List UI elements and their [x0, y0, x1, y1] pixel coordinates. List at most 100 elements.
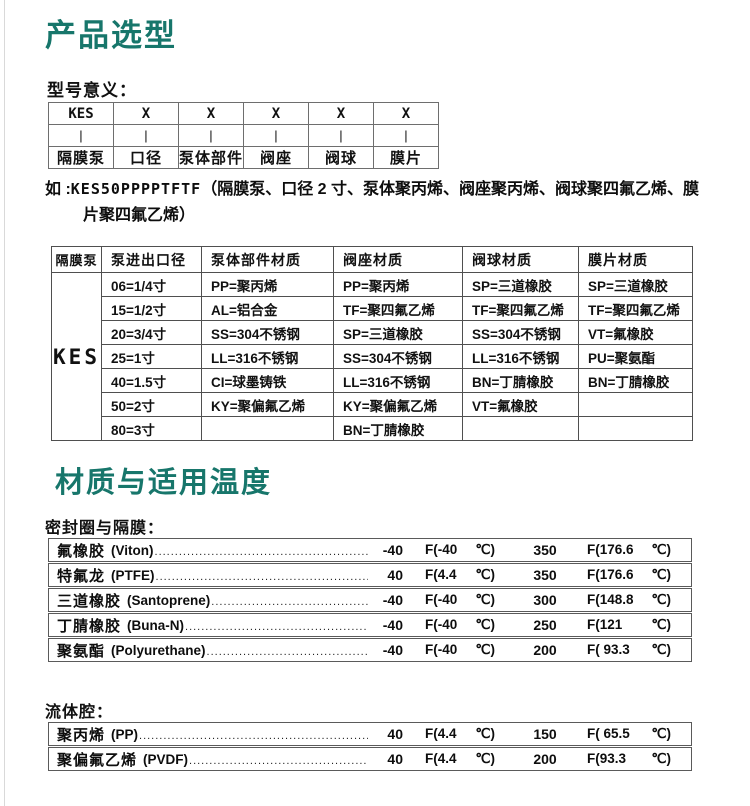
- low-temp-f: -40: [382, 542, 403, 558]
- low-temp-f: 40: [387, 567, 403, 583]
- high-temp-f: 150: [533, 726, 557, 742]
- material-name-zh: 氟橡胶: [57, 542, 106, 560]
- table-row: 丁腈橡胶 (Buna-N) ..........................…: [48, 613, 692, 637]
- celsius-unit: ℃): [475, 567, 495, 582]
- header-body-material: 泵体部件材质: [201, 246, 334, 273]
- ball-cell: [462, 416, 579, 441]
- selection-table: 隔膜泵 泵进出口径 泵体部件材质 阀座材质 阀球材质 膜片材质 KES 06=1…: [51, 246, 693, 441]
- seat-cell: SP=三道橡胶: [333, 320, 463, 345]
- celsius-unit: ℃): [651, 642, 671, 657]
- low-temp-celsius: F(4.4 ℃): [425, 751, 495, 767]
- example-model-code: KES50PPPPTFTF: [70, 180, 202, 198]
- header-ball-material: 阀球材质: [462, 246, 579, 273]
- seat-cell: SS=304不锈钢: [333, 344, 463, 369]
- section-title-material-temperature: 材质与适用温度: [55, 467, 273, 499]
- ball-cell: VT=氟橡胶: [462, 392, 579, 417]
- model-label-cell: 阀座: [243, 146, 309, 169]
- diaphragm-cell: SP=三道橡胶: [578, 272, 693, 297]
- model-label-cell: 泵体部件: [178, 146, 244, 169]
- model-code-table: KES X X X X X | | | | | | 隔膜泵 口径 泵体部件 阀座…: [48, 102, 439, 169]
- low-temp-f: -40: [382, 592, 403, 608]
- model-bar-cell: |: [243, 124, 309, 147]
- table-row: 氟橡胶 (Viton) ............................…: [48, 538, 692, 562]
- material-name-en: (Viton): [111, 542, 154, 558]
- selection-table-header-row: 隔膜泵 泵进出口径 泵体部件材质 阀座材质 阀球材质 膜片材质: [51, 246, 693, 273]
- celsius-unit: ℃): [651, 542, 671, 557]
- table-row: 50=2寸 KY=聚偏氟乙烯 KY=聚偏氟乙烯 VT=氟橡胶: [52, 392, 693, 417]
- diaphragm-cell: TF=聚四氟乙烯: [578, 296, 693, 321]
- material-name-zh: 聚偏氟乙烯: [57, 751, 138, 769]
- model-code-row-bars: | | | | | |: [48, 124, 439, 147]
- seat-cell: TF=聚四氟乙烯: [333, 296, 463, 321]
- seat-cell: BN=丁腈橡胶: [333, 416, 463, 441]
- model-bar-cell: |: [308, 124, 374, 147]
- body-cell: [201, 416, 334, 441]
- high-temp-celsius: F( 93.3 ℃): [587, 642, 671, 658]
- celsius-value: F(-40: [425, 592, 458, 607]
- table-row: 聚氨酯 (Polyurethane) .....................…: [48, 638, 692, 662]
- seal-diaphragm-label: 密封圈与隔膜：: [45, 520, 165, 537]
- header-port-size: 泵进出口径: [101, 246, 202, 273]
- model-code-cell: X: [113, 102, 179, 125]
- celsius-value: F(93.3: [587, 751, 627, 766]
- body-cell: LL=316不锈钢: [201, 344, 334, 369]
- model-meaning-label: 型号意义：: [47, 81, 137, 100]
- material-name-en: (PTFE): [111, 567, 155, 583]
- dot-leader: ........................................…: [155, 571, 368, 583]
- high-temp-celsius: F(121 ℃): [587, 617, 671, 633]
- body-cell: KY=聚偏氟乙烯: [201, 392, 334, 417]
- high-temp-f: 350: [533, 542, 557, 558]
- table-row: 40=1.5寸 CI=球墨铸铁 LL=316不锈钢 BN=丁腈橡胶 BN=丁腈橡…: [52, 368, 693, 393]
- table-row: 特氟龙 (PTFE) .............................…: [48, 563, 692, 587]
- header-pump: 隔膜泵: [51, 246, 102, 273]
- example-description: （隔膜泵、口径 2 寸、泵体聚丙烯、阀座聚丙烯、阀球聚四氟乙烯、膜: [201, 181, 699, 198]
- header-diaphragm-material: 膜片材质: [578, 246, 693, 273]
- high-temp-f: 200: [533, 642, 557, 658]
- low-temp-celsius: F(-40 ℃): [425, 542, 495, 558]
- high-temp-celsius: F(93.3 ℃): [587, 751, 671, 767]
- celsius-value: F(-40: [425, 617, 458, 632]
- ball-cell: LL=316不锈钢: [462, 344, 579, 369]
- model-code-cell: KES: [48, 102, 114, 125]
- size-cell: 06=1/4寸: [101, 272, 202, 297]
- dot-leader: ........................................…: [189, 755, 368, 767]
- size-cell: 50=2寸: [101, 392, 202, 417]
- high-temp-f: 300: [533, 592, 557, 608]
- table-row: 聚丙烯 (PP) ...............................…: [48, 722, 692, 746]
- diaphragm-cell: [578, 416, 693, 441]
- model-bar-cell: |: [113, 124, 179, 147]
- model-code-cell: X: [178, 102, 244, 125]
- celsius-unit: ℃): [651, 617, 671, 632]
- celsius-value: F(4.4: [425, 751, 457, 766]
- material-name-zh: 三道橡胶: [57, 592, 122, 610]
- celsius-unit: ℃): [475, 617, 495, 632]
- model-code-cell: X: [373, 102, 439, 125]
- size-cell: 20=3/4寸: [101, 320, 202, 345]
- model-label-cell: 阀球: [308, 146, 374, 169]
- table-row: 三道橡胶 (Santoprene) ......................…: [48, 588, 692, 612]
- model-code-row-labels: 隔膜泵 口径 泵体部件 阀座 阀球 膜片: [48, 146, 439, 169]
- material-name-en: (PP): [111, 726, 139, 742]
- material-name-en: (Buna-N): [127, 617, 185, 633]
- header-seat-material: 阀座材质: [333, 246, 463, 273]
- high-temp-celsius: F(148.8 ℃): [587, 592, 671, 608]
- high-temp-celsius: F( 65.5 ℃): [587, 726, 671, 742]
- seat-cell: KY=聚偏氟乙烯: [333, 392, 463, 417]
- low-temp-f: -40: [382, 642, 403, 658]
- material-name-en: (Polyurethane): [111, 642, 206, 658]
- celsius-unit: ℃): [651, 751, 671, 766]
- material-name-en: (PVDF): [143, 751, 189, 767]
- celsius-value: F(4.4: [425, 726, 457, 741]
- low-temp-celsius: F(4.4 ℃): [425, 567, 495, 583]
- celsius-unit: ℃): [651, 726, 671, 741]
- material-name-zh: 丁腈橡胶: [57, 617, 122, 635]
- celsius-unit: ℃): [475, 642, 495, 657]
- table-row: 25=1寸 LL=316不锈钢 SS=304不锈钢 LL=316不锈钢 PU=聚…: [52, 344, 693, 369]
- model-label-cell: 口径: [113, 146, 179, 169]
- dot-leader: ........................................…: [206, 646, 368, 658]
- celsius-unit: ℃): [475, 592, 495, 607]
- model-label-cell: 隔膜泵: [48, 146, 114, 169]
- celsius-value: F( 93.3: [587, 642, 630, 657]
- celsius-unit: ℃): [651, 592, 671, 607]
- low-temp-celsius: F(4.4 ℃): [425, 726, 495, 742]
